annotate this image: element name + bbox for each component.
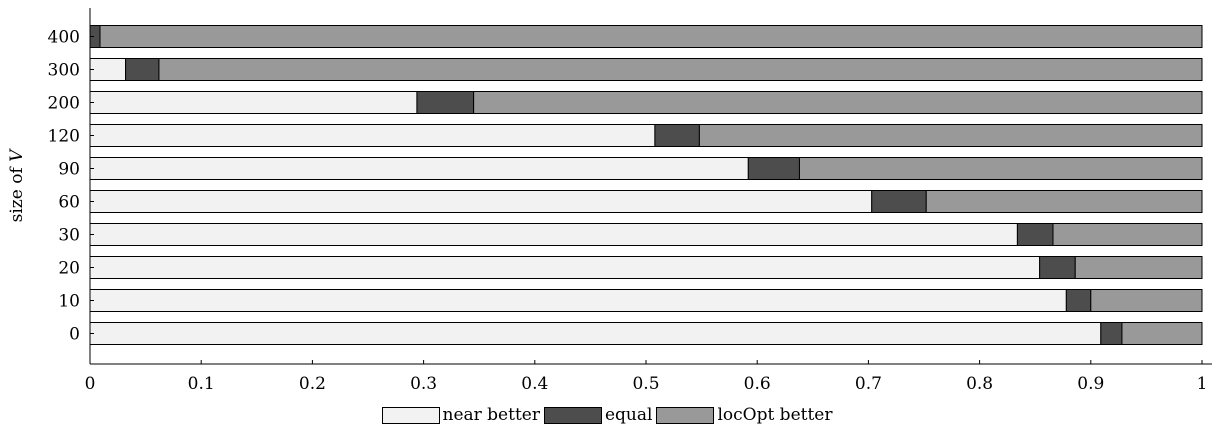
x-tick-label: 0 [85,374,96,394]
stacked-bar-chart: 400 300 200 120 90 60 30 20 10 0 0 0.1 0.2 0.3 0.4 0.5 0… [7,8,1212,395]
bar-segment-near-better-10 [89,289,1067,312]
bar-segment-equal-20 [1039,256,1076,279]
bar-segment-locopt-better-60 [925,190,1203,213]
bar-segment-locopt-better-30 [1052,223,1203,246]
bar-segment-locopt-better-0 [1121,322,1203,345]
x-tick-label: 0.1 [188,374,215,394]
bars-layer [89,25,1203,345]
y-tick-label: 10 [58,292,80,312]
bar-segment-near-better-120 [89,124,656,147]
legend-swatch-equal [543,406,602,424]
legend-item-locopt-better: locOpt better [656,405,832,425]
y-tick-label: 120 [48,127,80,147]
bar-segment-equal-0 [1100,322,1123,345]
x-tick-label: 0.4 [521,374,548,394]
ticks-layer [89,36,1203,364]
x-tick-label: 0.9 [1077,374,1104,394]
bar-segment-locopt-better-120 [698,124,1203,147]
y-axis-title: size of V [7,148,27,223]
x-tick-label: 0.7 [855,374,882,394]
legend-label-locopt-better: locOpt better [717,405,833,425]
bar-segment-equal-200 [416,91,475,114]
legend-item-near-better: near better [381,405,540,425]
legend: near better equal locOpt better [0,402,1214,428]
bar-segment-equal-120 [654,124,700,147]
bar-segment-near-better-30 [89,223,1018,246]
y-tick-label: 0 [69,325,80,345]
bar-segment-near-better-0 [89,322,1102,345]
y-tick-label: 400 [48,28,80,48]
y-tick-label: 90 [58,160,80,180]
bar-segment-equal-30 [1016,223,1054,246]
x-tick-label: 1 [1197,374,1208,394]
legend-swatch-near-better [381,406,440,424]
bar-segment-locopt-better-200 [473,91,1203,114]
x-tick-label: 0.8 [966,374,993,394]
bar-segment-locopt-better-10 [1090,289,1203,312]
y-tick-label: 200 [48,94,80,114]
x-tick-label: 0.6 [744,374,771,394]
bar-segment-equal-10 [1065,289,1092,312]
bar-segment-locopt-better-300 [158,58,1203,81]
bar-segment-locopt-better-90 [798,157,1203,180]
bar-segment-near-better-300 [89,58,127,81]
legend-swatch-locopt-better [656,406,715,424]
legend-label-equal: equal [604,405,653,425]
axes-layer [89,8,1212,365]
bar-segment-equal-90 [747,157,800,180]
y-tick-label: 30 [58,226,80,246]
y-tick-label: 60 [58,193,80,213]
bar-segment-locopt-better-20 [1074,256,1203,279]
bar-segment-equal-300 [125,58,160,81]
y-tick-label: 300 [48,61,80,81]
y-tick-label: 20 [58,259,80,279]
bar-segment-equal-60 [871,190,927,213]
x-tick-label: 0.2 [299,374,326,394]
y-axis-title-variable: V [7,148,27,162]
y-axis-title-text: size of [7,162,27,223]
bar-segment-near-better-60 [89,190,873,213]
bar-segment-near-better-20 [89,256,1041,279]
bar-segment-locopt-better-400 [99,25,1203,48]
legend-item-equal: equal [543,405,653,425]
x-tick-label: 0.3 [410,374,437,394]
x-tick-label: 0.5 [632,374,659,394]
bar-segment-near-better-200 [89,91,418,114]
bar-segment-near-better-90 [89,157,749,180]
labels-layer: 400 300 200 120 90 60 30 20 10 0 0 0.1 0.2 0.3 0.4 0.5 0… [48,28,1208,395]
legend-label-near-better: near better [442,405,540,425]
